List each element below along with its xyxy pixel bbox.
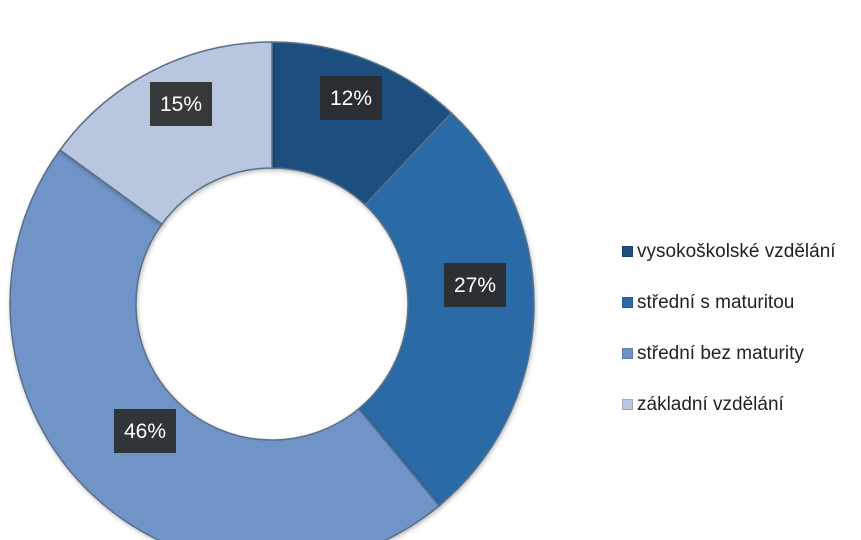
data-labels-layer: 12% 27% 46% 15% [114, 76, 506, 453]
data-label-box [320, 76, 382, 120]
data-label: 15% [150, 82, 212, 126]
data-label-text: 15% [160, 93, 202, 116]
data-label-text: 27% [454, 274, 496, 297]
legend-swatch-icon [622, 297, 633, 308]
data-label-box [444, 263, 506, 307]
donut-slice [357, 111, 535, 507]
legend-item: střední s maturitou [622, 277, 857, 328]
data-label-text: 12% [330, 87, 372, 110]
data-label: 46% [114, 409, 176, 453]
data-label: 12% [320, 76, 382, 120]
legend: vysokoškolské vzdělání střední s maturit… [622, 226, 857, 430]
legend-label: střední s maturitou [637, 291, 795, 313]
legend-item: vysokoškolské vzdělání [622, 226, 857, 277]
legend-item: základní vzdělání [622, 379, 857, 430]
data-label-box [114, 409, 176, 453]
data-label-text: 46% [124, 420, 166, 443]
legend-item: střední bez maturity [622, 328, 857, 379]
legend-label: vysokoškolské vzdělání [637, 240, 836, 262]
legend-swatch-icon [622, 348, 633, 359]
legend-label: základní vzdělání [637, 393, 784, 415]
data-label: 27% [444, 263, 506, 307]
data-label-box [150, 82, 212, 126]
donut-slice [58, 41, 273, 226]
legend-label: střední bez maturity [637, 342, 804, 364]
legend-swatch-icon [622, 399, 633, 410]
legend-swatch-icon [622, 246, 633, 257]
